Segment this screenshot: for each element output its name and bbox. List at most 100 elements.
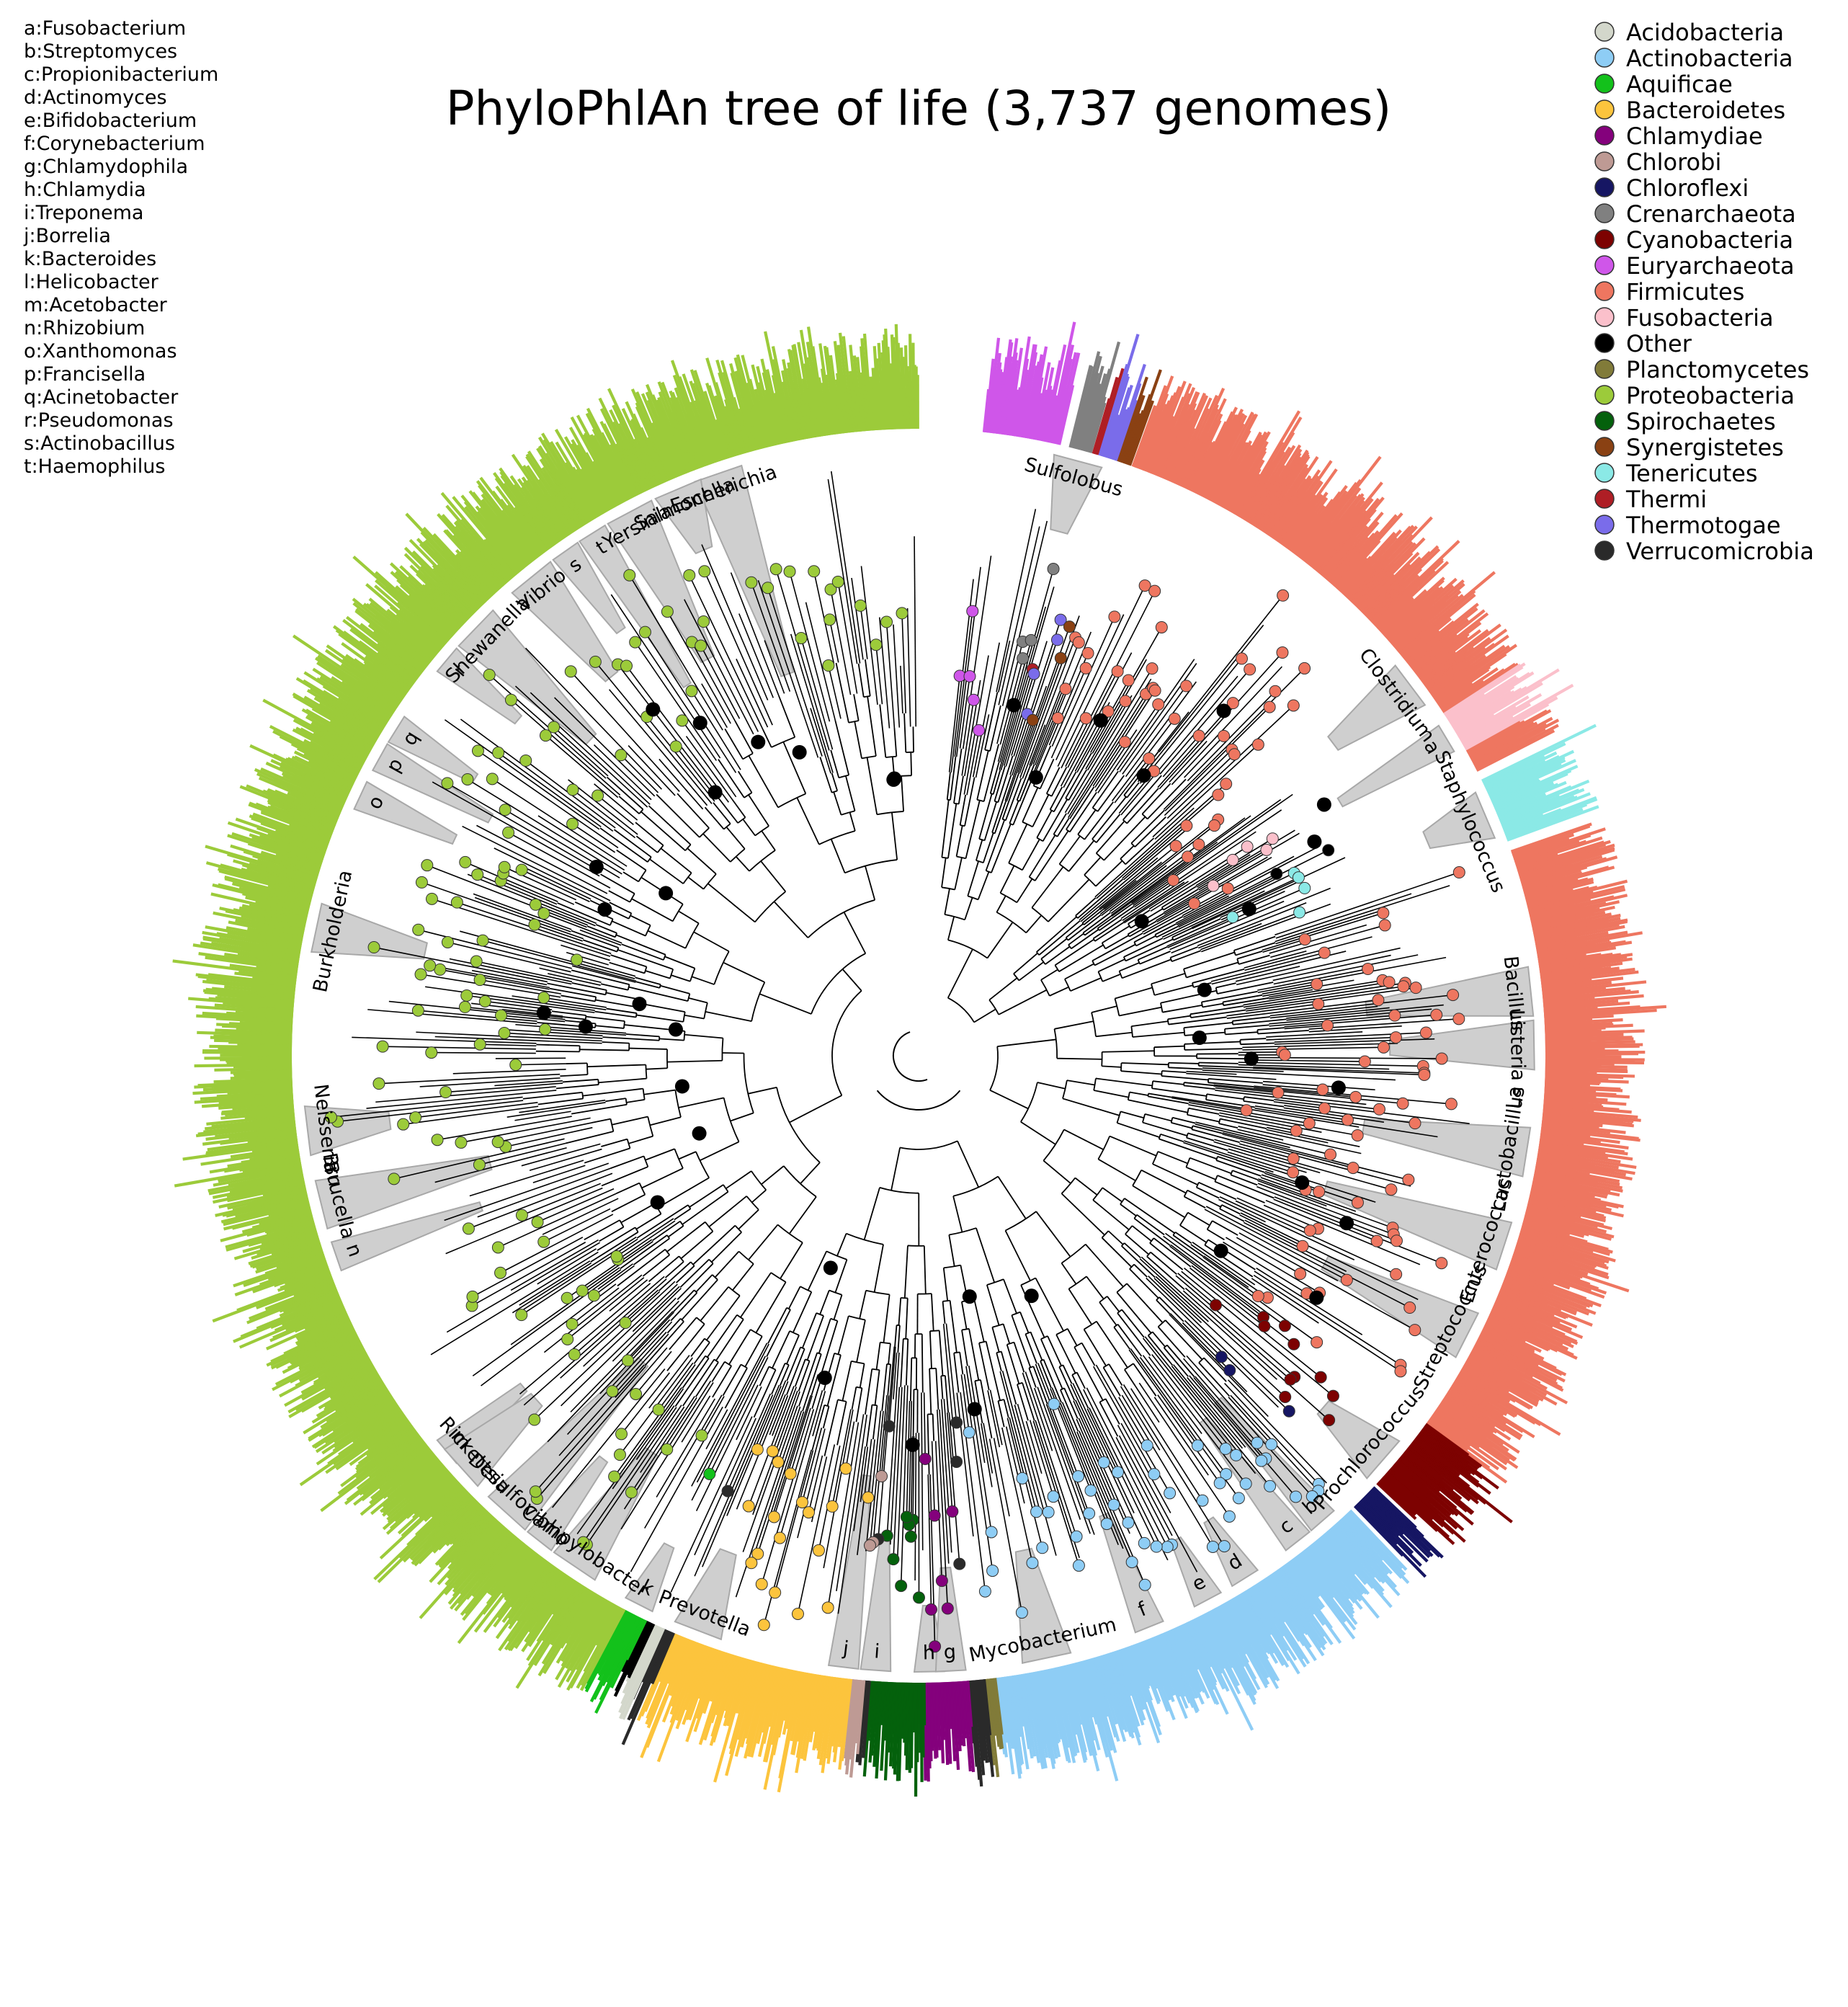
- tree-branch: [1230, 1174, 1258, 1186]
- tree-branch: [834, 1259, 848, 1293]
- tree-branch: [779, 1390, 823, 1539]
- leaf-node: [985, 1526, 998, 1539]
- leaf-node: [1017, 652, 1030, 665]
- tree-branch-arc: [642, 1088, 646, 1100]
- tree-branch: [645, 1003, 685, 1013]
- tree-branch-arc: [730, 848, 746, 863]
- tree-branch-arc: [1215, 1156, 1218, 1161]
- tree-branch: [997, 755, 1014, 803]
- leaf-node: [1047, 1490, 1060, 1503]
- tree-branch: [1243, 982, 1390, 1006]
- leaf-node: [1287, 1152, 1300, 1165]
- tree-branch: [1172, 1234, 1204, 1258]
- tree-branch: [929, 1369, 932, 1415]
- tree-branch: [1018, 961, 1045, 982]
- tree-branch: [1210, 952, 1325, 982]
- tree-branch: [934, 1441, 943, 1581]
- tree-branch: [983, 744, 999, 802]
- tree-branch-arc: [1116, 1111, 1122, 1123]
- tree-branch: [1051, 667, 1086, 747]
- tree-branch: [1170, 1244, 1261, 1312]
- tree-branch: [1256, 1185, 1397, 1242]
- tree-branch: [986, 1284, 1000, 1326]
- tree-branch: [1142, 1355, 1202, 1435]
- tree-branch: [1086, 1408, 1119, 1473]
- tree-branch: [680, 1231, 714, 1260]
- tree-branch-arc: [1224, 1028, 1226, 1035]
- tree-branch: [1167, 1015, 1191, 1020]
- tree-branch: [1274, 1196, 1442, 1264]
- tree-branch-arc: [1061, 1243, 1086, 1264]
- tree-branch: [1244, 950, 1307, 969]
- tree-branch: [1203, 1357, 1227, 1382]
- tree-branch-arc: [947, 939, 988, 959]
- legend-label: Bacteroidetes: [1626, 97, 1785, 124]
- leaf-node: [1235, 652, 1248, 665]
- leaf-node: [1298, 662, 1311, 675]
- tree-branch: [1042, 798, 1068, 842]
- tree-branch: [701, 1396, 725, 1436]
- leaf-node: [895, 1580, 908, 1593]
- tree-branch: [962, 556, 992, 749]
- tree-branch: [1273, 954, 1419, 985]
- tree-branch: [1094, 922, 1125, 942]
- leaf-node: [1418, 1068, 1431, 1081]
- abbreviation-item: p:Francisella: [24, 363, 146, 386]
- tree-branch: [1054, 1020, 1094, 1030]
- tree-branch-arc: [1206, 1220, 1213, 1230]
- tree-branch: [1208, 1077, 1263, 1084]
- leaf-node: [1240, 1104, 1253, 1117]
- tree-branch: [1019, 1312, 1030, 1333]
- leaf-node: [887, 1553, 900, 1566]
- tree-branch: [1157, 711, 1189, 752]
- tree-branch: [1005, 778, 1022, 821]
- tree-branch: [818, 1445, 841, 1551]
- tree-branch-arc: [986, 1278, 1004, 1286]
- tree-branch: [999, 569, 1054, 762]
- figure-title: PhyloPhlAn tree of life (3,737 genomes): [446, 81, 1392, 136]
- tree-branch-arc: [841, 810, 855, 816]
- tree-branch: [671, 974, 691, 982]
- tree-branch: [630, 915, 651, 926]
- tree-branch: [731, 798, 746, 818]
- tree-branch-arc: [856, 1386, 862, 1389]
- tree-branch-arc: [1043, 1129, 1065, 1162]
- tree-branches: [331, 471, 1470, 1647]
- legend-swatch: [1594, 359, 1615, 379]
- tree-branch: [1236, 951, 1263, 960]
- tree-branch: [1089, 1407, 1157, 1547]
- tree-branch: [1003, 1278, 1017, 1314]
- legend-swatch: [1594, 411, 1615, 431]
- tree-branch-arc: [1017, 1381, 1023, 1385]
- tree-branch: [1219, 1112, 1322, 1134]
- tree-branch: [820, 1320, 839, 1376]
- leaf-node: [904, 1530, 917, 1543]
- leaf-node: [1241, 840, 1254, 853]
- abbreviation-item: s:Actinobacillus: [24, 432, 175, 455]
- tree-branch: [1122, 775, 1162, 821]
- leaf-node: [1025, 633, 1037, 646]
- tree-branch: [635, 976, 661, 986]
- tree-branch: [1168, 1016, 1227, 1025]
- tree-branch: [967, 860, 979, 896]
- tree-branch-arc: [1132, 1170, 1142, 1186]
- abbreviation-item: r:Pseudomonas: [24, 409, 174, 432]
- clade-wedge: [1014, 1547, 1072, 1664]
- tree-branch-arc: [848, 1315, 866, 1321]
- tree-branch: [978, 793, 993, 840]
- tree-branch: [1148, 1356, 1246, 1485]
- tree-branch: [903, 1245, 909, 1299]
- tree-branch: [1270, 925, 1385, 958]
- tree-branch: [1103, 816, 1146, 861]
- tree-branch: [684, 1014, 705, 1020]
- tree-branch: [748, 1224, 779, 1260]
- tree-branch: [1184, 1022, 1233, 1029]
- clade-wedge: [314, 1154, 493, 1230]
- tree-branch-arc: [1092, 938, 1096, 942]
- tree-branch-arc: [586, 1063, 589, 1075]
- tree-branch: [1120, 1203, 1137, 1216]
- tree-branch: [1033, 1387, 1081, 1520]
- tree-branch: [989, 1089, 1029, 1110]
- leaf-node: [1042, 1505, 1055, 1518]
- leaf-node: [1146, 662, 1159, 675]
